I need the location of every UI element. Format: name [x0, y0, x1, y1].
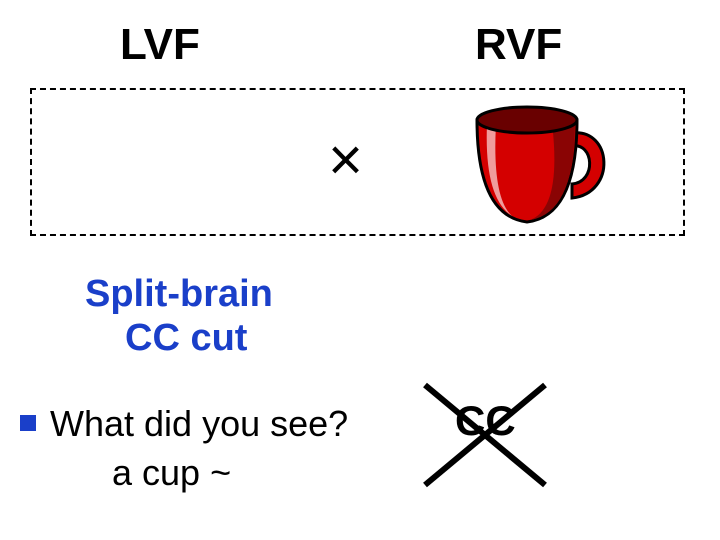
fixation-cross: × — [328, 130, 363, 190]
split-brain-label: Split-brain CC cut — [85, 273, 273, 360]
question-prompt: What did you see? — [50, 403, 348, 444]
cc-x-icon — [415, 375, 555, 495]
rvf-label: RVF — [475, 20, 562, 70]
cc-crossed-group: CC — [415, 375, 555, 495]
lvf-label: LVF — [120, 20, 200, 70]
question-answer: a cup ~ — [50, 452, 231, 493]
split-brain-line1: Split-brain — [85, 273, 273, 315]
mug-icon — [462, 98, 622, 228]
question-text: What did you see? a cup ~ — [50, 400, 348, 497]
bullet-icon — [20, 415, 36, 431]
question-row: What did you see? a cup ~ — [20, 400, 348, 497]
split-brain-line2: CC cut — [85, 317, 273, 361]
